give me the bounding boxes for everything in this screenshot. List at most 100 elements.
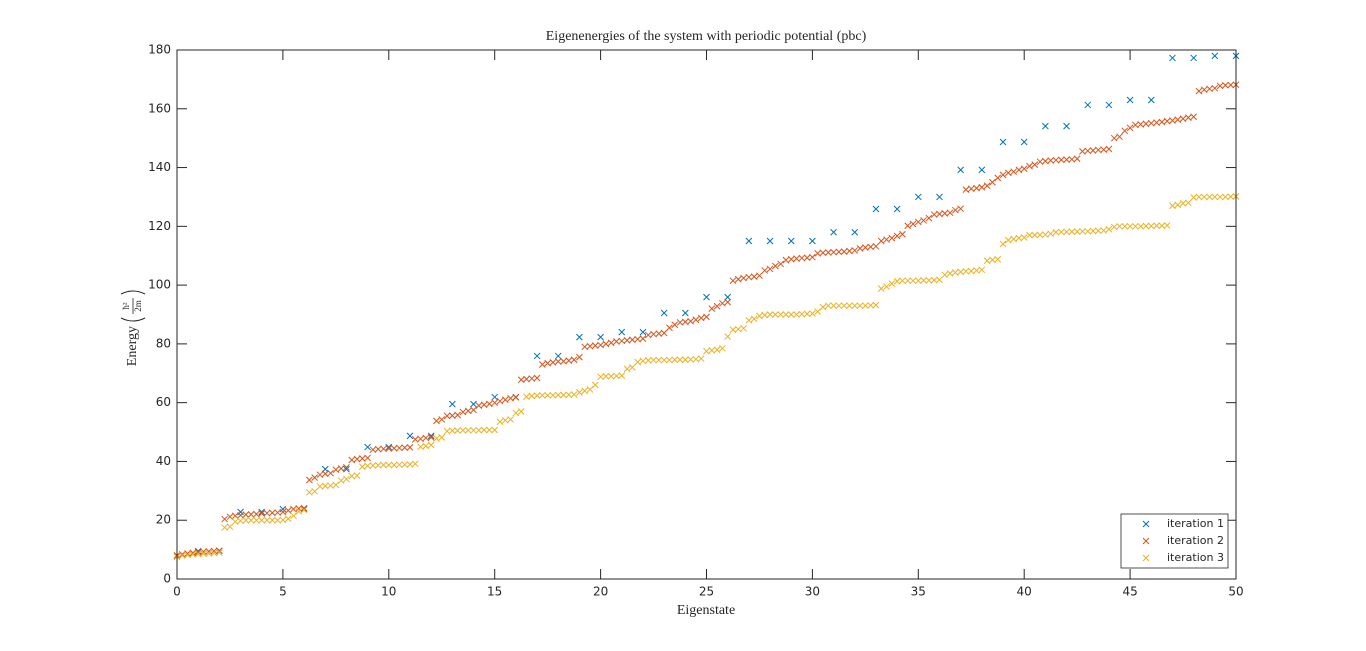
- data-point: [560, 357, 567, 365]
- data-point: [703, 313, 710, 321]
- data-point: [798, 254, 806, 262]
- data-point: [798, 310, 806, 318]
- data-point: [517, 408, 525, 415]
- data-point: [851, 228, 859, 236]
- data-point: [517, 376, 525, 384]
- data-point: [200, 548, 207, 556]
- data-point: [824, 249, 832, 256]
- legend: iteration 1 iteration 2 iteration 3: [1120, 513, 1229, 569]
- data-point: [448, 400, 456, 408]
- data-point: [957, 166, 965, 174]
- data-point: [491, 399, 499, 407]
- data-point: [936, 276, 943, 284]
- data-point: [226, 523, 234, 531]
- data-point: [1010, 235, 1017, 243]
- data-point: [427, 432, 435, 440]
- data-point: [713, 346, 721, 354]
- data-point: [676, 319, 684, 326]
- data-point: [708, 347, 716, 354]
- data-point: [253, 516, 260, 524]
- data-point: [1116, 133, 1123, 141]
- data-point: [613, 372, 620, 380]
- data-point: [883, 283, 890, 290]
- data-point: [406, 432, 414, 440]
- data-point: [464, 426, 472, 434]
- data-point: [660, 309, 668, 317]
- data-point: [856, 245, 864, 252]
- data-point: [750, 315, 758, 323]
- data-point: [501, 416, 509, 424]
- data-point: [576, 333, 583, 341]
- y-tick-label: 0: [163, 572, 171, 586]
- y-axis-label-denominator: 2m: [133, 300, 143, 312]
- data-point: [623, 365, 631, 373]
- data-point: [904, 222, 912, 230]
- data-point: [708, 305, 716, 312]
- data-point: [470, 426, 477, 434]
- data-point: [724, 333, 732, 340]
- data-point: [914, 193, 922, 201]
- data-point: [427, 433, 435, 441]
- data-point: [724, 298, 732, 306]
- legend-box: [1120, 513, 1229, 569]
- data-point: [576, 353, 583, 361]
- data-point: [549, 359, 557, 366]
- data-point: [644, 331, 652, 339]
- data-point: [1142, 120, 1150, 128]
- data-point: [591, 342, 599, 350]
- chart-title: Eigenenergies of the system with periodi…: [546, 29, 867, 44]
- data-point: [491, 426, 499, 434]
- data-point: [406, 461, 414, 468]
- data-point: [459, 408, 467, 416]
- x-tick-label: 50: [1228, 585, 1243, 599]
- data-point: [364, 462, 371, 470]
- data-point: [300, 504, 308, 512]
- data-point: [565, 357, 573, 364]
- data-point: [311, 474, 319, 481]
- data-point: [242, 516, 250, 524]
- data-point: [999, 171, 1007, 179]
- data-point: [1110, 223, 1118, 231]
- data-point: [1216, 193, 1224, 201]
- data-point: [390, 461, 398, 469]
- data-point: [644, 356, 652, 364]
- data-point: [819, 249, 827, 257]
- data-point: [1126, 96, 1134, 104]
- data-point: [1042, 231, 1049, 238]
- data-point: [380, 461, 387, 469]
- data-point: [279, 516, 287, 524]
- data-point: [597, 373, 604, 381]
- data-point: [321, 482, 329, 490]
- data-point: [491, 393, 499, 401]
- data-point: [666, 324, 673, 332]
- data-point: [586, 386, 594, 393]
- data-point: [1068, 228, 1076, 235]
- data-point: [1126, 124, 1134, 132]
- data-point: [946, 270, 954, 277]
- data-point: [237, 511, 244, 519]
- data-point: [237, 508, 244, 516]
- data-point: [237, 517, 244, 525]
- data-point: [1031, 161, 1039, 168]
- data-point: [697, 355, 705, 362]
- data-point: [1190, 54, 1197, 62]
- data-point: [507, 394, 514, 402]
- legend-marker: [1142, 520, 1150, 528]
- data-point: [750, 273, 758, 280]
- data-point: [1105, 145, 1113, 153]
- data-point: [1094, 227, 1102, 235]
- data-point: [512, 409, 520, 417]
- data-point: [1031, 231, 1039, 239]
- data-point: [194, 547, 202, 555]
- y-tick-label: 160: [148, 101, 171, 115]
- data-point: [602, 372, 610, 380]
- data-point: [411, 460, 419, 468]
- data-point: [1222, 193, 1229, 201]
- data-point: [967, 267, 975, 275]
- data-point: [936, 193, 943, 201]
- data-point: [247, 510, 255, 518]
- data-point: [1084, 147, 1092, 155]
- data-point: [1147, 96, 1155, 104]
- data-point: [1184, 114, 1192, 121]
- data-point: [1116, 222, 1123, 230]
